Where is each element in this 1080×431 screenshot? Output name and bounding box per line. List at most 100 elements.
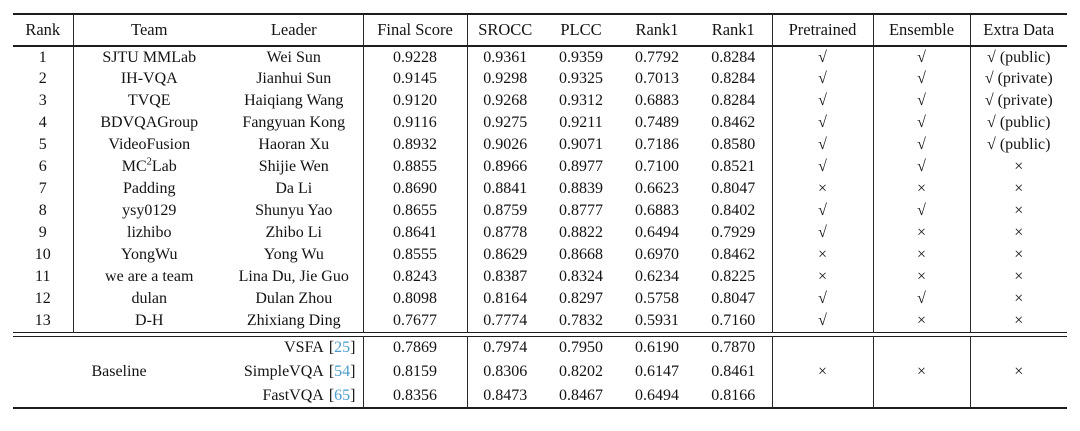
team-name-part: MC xyxy=(121,158,147,175)
header-rank1-b: Rank1 xyxy=(695,14,773,46)
table-row: 1 SJTU MMLab Wei Sun 0.9228 0.9361 0.935… xyxy=(13,46,1067,68)
rank-cell: 3 xyxy=(13,90,74,112)
baseline-model-cell: SimpleVQA [54] xyxy=(225,360,364,384)
header-srocc: SROCC xyxy=(478,20,533,39)
table-row: 11 we are a team Lina Du, Jie Guo 0.8243… xyxy=(13,266,1067,288)
srocc-cell: 0.9026 xyxy=(483,136,528,153)
rank1-cell: 0.8284 xyxy=(695,68,773,90)
citation-bracket: [ xyxy=(328,363,335,380)
baseline-model-name: FastVQA xyxy=(262,386,324,404)
rank1-cell: 0.8225 xyxy=(695,266,773,288)
ensemble-cell: × xyxy=(873,336,971,408)
plcc-cell: 0.8324 xyxy=(559,268,603,285)
extra-data-cell: × xyxy=(1014,311,1024,329)
rank1-cell: 0.8462 xyxy=(695,244,773,266)
team-cell: we are a team xyxy=(105,268,194,285)
final-score-cell: 0.8243 xyxy=(363,266,468,288)
ensemble-cell: × xyxy=(873,244,971,266)
srocc-cell: 0.8164 xyxy=(483,290,528,307)
srocc-cell: 0.9298 xyxy=(483,70,528,87)
rank1-cell: 0.6623 xyxy=(635,180,679,197)
pretrained-cell: × xyxy=(772,178,874,200)
rank1-cell: 0.6494 xyxy=(635,224,679,241)
leader-cell: Shunyu Yao xyxy=(225,200,364,222)
leader-cell: Jianhui Sun xyxy=(225,68,364,90)
leader-cell: Da Li xyxy=(225,178,364,200)
leader-cell: Haiqiang Wang xyxy=(225,90,364,112)
header-rank: Rank xyxy=(13,14,74,46)
final-score-cell: 0.8555 xyxy=(363,244,468,266)
team-cell: ysy0129 xyxy=(122,202,177,219)
rank1-cell: 0.7489 xyxy=(635,114,679,131)
srocc-cell: 0.8306 xyxy=(483,363,528,380)
team-cell: VideoFusion xyxy=(108,136,191,153)
extra-data-cell: × xyxy=(1014,362,1024,380)
team-cell: dulan xyxy=(131,290,168,307)
rank-cell: 10 xyxy=(13,244,74,266)
final-score-cell: 0.8356 xyxy=(363,384,468,408)
plcc-cell: 0.9211 xyxy=(559,114,603,131)
ensemble-cell: × xyxy=(873,310,971,332)
pretrained-cell: √ xyxy=(772,134,874,156)
rank-cell: 8 xyxy=(13,200,74,222)
table-row: 6 MC2Lab Shijie Wen 0.8855 0.8966 0.8977… xyxy=(13,156,1067,178)
ensemble-cell: √ xyxy=(873,112,971,134)
pretrained-cell: × xyxy=(772,336,874,408)
extra-data-cell: × xyxy=(1014,268,1024,285)
table-row: 12 dulan Dulan Zhou 0.8098 0.8164 0.8297… xyxy=(13,288,1067,310)
final-score-cell: 0.8159 xyxy=(363,360,468,384)
table-row: 8 ysy0129 Shunyu Yao 0.8655 0.8759 0.877… xyxy=(13,200,1067,222)
plcc-cell: 0.8297 xyxy=(559,290,603,307)
rank1-cell: 0.8284 xyxy=(695,90,773,112)
rank1-cell: 0.8461 xyxy=(695,360,773,384)
rank1-cell: 0.6970 xyxy=(635,246,679,263)
pretrained-cell: × xyxy=(772,266,874,288)
extra-data-cell: √ (private) xyxy=(984,70,1053,87)
rank1-cell: 0.6883 xyxy=(635,92,679,109)
plcc-cell: 0.9312 xyxy=(559,92,603,109)
plcc-cell: 0.9359 xyxy=(559,48,603,66)
rank1-cell: 0.7186 xyxy=(635,136,679,153)
extra-data-cell: × xyxy=(1014,180,1024,197)
extra-data-cell: × xyxy=(1014,246,1024,263)
team-cell: YongWu xyxy=(121,246,178,263)
header-ensemble: Ensemble xyxy=(873,14,971,46)
table-row: 2 IH-VQA Jianhui Sun 0.9145 0.9298 0.932… xyxy=(13,68,1067,90)
header-extra-data: Extra Data xyxy=(983,20,1055,39)
extra-data-cell: √ (public) xyxy=(987,48,1051,66)
srocc-cell: 0.8759 xyxy=(483,202,528,219)
leader-cell: Zhibo Li xyxy=(225,222,364,244)
team-cell: IH-VQA xyxy=(120,70,178,87)
table-header: Rank Team Leader Final Score SROCC PLCC … xyxy=(13,14,1067,46)
ensemble-cell: √ xyxy=(873,46,971,68)
extra-data-cell: × xyxy=(1014,290,1024,307)
leader-cell: Zhixiang Ding xyxy=(225,310,364,332)
rank-cell: 4 xyxy=(13,112,74,134)
table-row: 7 Padding Da Li 0.8690 0.8841 0.8839 0.6… xyxy=(13,178,1067,200)
rank-cell: 11 xyxy=(13,266,74,288)
rank-cell: 7 xyxy=(13,178,74,200)
table-row: 9 lizhibo Zhibo Li 0.8641 0.8778 0.8822 … xyxy=(13,222,1067,244)
rank1-cell: 0.7160 xyxy=(695,310,773,332)
team-cell: SJTU MMLab xyxy=(102,48,197,66)
final-score-cell: 0.9116 xyxy=(363,112,468,134)
rank1-cell: 0.8047 xyxy=(695,178,773,200)
srocc-cell: 0.9268 xyxy=(483,92,528,109)
header-rank1-a: Rank1 xyxy=(635,20,679,39)
baseline-model-name: SimpleVQA xyxy=(243,363,324,380)
final-score-cell: 0.7677 xyxy=(363,310,468,332)
citation-bracket: ] xyxy=(350,339,356,357)
extra-data-cell: × xyxy=(1014,224,1024,241)
pretrained-cell: √ xyxy=(772,112,874,134)
plcc-cell: 0.9325 xyxy=(559,70,603,87)
rank-cell: 5 xyxy=(13,134,74,156)
table-row: 5 VideoFusion Haoran Xu 0.8932 0.9026 0.… xyxy=(13,134,1067,156)
pretrained-cell: √ xyxy=(772,310,874,332)
team-cell: D-H xyxy=(135,311,164,329)
srocc-cell: 0.8778 xyxy=(483,224,528,241)
leader-cell: Lina Du, Jie Guo xyxy=(225,266,364,288)
rank-cell: 13 xyxy=(13,310,74,332)
citation: [25] xyxy=(329,339,356,356)
rank1-cell: 0.7929 xyxy=(695,222,773,244)
citation-bracket: ] xyxy=(350,363,356,380)
